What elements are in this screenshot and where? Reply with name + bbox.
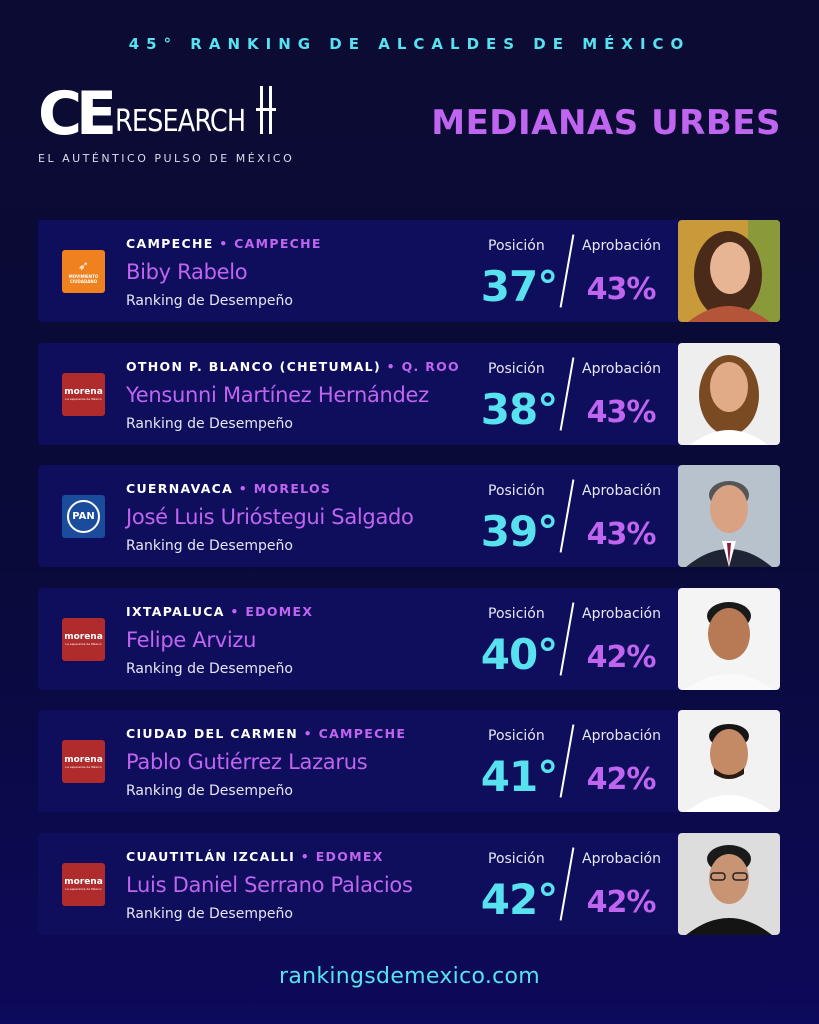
approval-value: 42% <box>586 639 657 675</box>
city-name: OTHON P. BLANCO (CHETUMAL) <box>126 358 381 374</box>
ranking-title: 45° RANKING DE ALCALDES DE MÉXICO <box>128 35 691 53</box>
ranking-subtitle: Ranking de Desempeño <box>126 538 293 554</box>
position-value: 40° <box>480 629 558 679</box>
mayor-name: José Luis Urióstegui Salgado <box>126 505 414 529</box>
logo-hash-icon <box>256 86 276 134</box>
mayor-photo <box>678 587 780 690</box>
movimiento-ciudadano-logo-icon: ➶ MOVIMIENTO CIUDADANO <box>62 250 105 293</box>
position-value: 38° <box>480 384 558 434</box>
mayor-card: morena La esperanza de México OTHON P. B… <box>38 342 780 445</box>
city-name: CUAUTITLÁN IZCALLI <box>126 848 296 864</box>
mayor-card: morena La esperanza de México CUAUTITLÁN… <box>38 832 780 935</box>
ranking-subtitle: Ranking de Desempeño <box>126 660 293 677</box>
location: CUERNAVACA • MORELOS <box>126 481 332 496</box>
approval-label: Aprobación <box>582 605 661 622</box>
mayor-list: ➶ MOVIMIENTO CIUDADANO CAMPECHE • CAMPEC… <box>38 220 780 955</box>
website-url[interactable]: rankingsdemexico.com <box>278 964 541 989</box>
morena-logo-icon: morena La esperanza de México <box>62 372 105 416</box>
pan-logo-icon: PAN <box>62 495 105 538</box>
approval-value: 43% <box>586 517 657 552</box>
position-value: 37° <box>480 262 558 311</box>
approval-label: Aprobación <box>582 483 661 499</box>
morena-logo-icon: morena La esperanza de México <box>62 862 105 906</box>
city-name: CIUDAD DEL CARMEN <box>126 726 298 741</box>
state-name: MORELOS <box>253 481 332 496</box>
mayor-photo <box>678 465 780 567</box>
divider <box>559 356 575 431</box>
position-label: Posición <box>488 360 545 377</box>
position-label: Posición <box>488 238 545 254</box>
mayor-photo <box>678 342 780 445</box>
state-name: EDOMEX <box>315 848 384 864</box>
position-label: Posición <box>488 605 545 622</box>
divider <box>559 479 575 553</box>
state-name: Q. ROO <box>401 358 460 374</box>
mayor-photo <box>678 220 780 322</box>
state-name: CAMPECHE <box>234 236 322 251</box>
divider <box>559 234 575 308</box>
city-name: IXTAPALUCA <box>126 603 225 619</box>
section-title: MEDIANAS URBES <box>431 103 781 143</box>
approval-label: Aprobación <box>582 728 661 744</box>
ranking-subtitle: Ranking de Desempeño <box>126 905 293 922</box>
location: CUAUTITLÁN IZCALLI • EDOMEX <box>126 848 384 864</box>
mayor-photo <box>678 710 780 812</box>
ranking-subtitle: Ranking de Desempeño <box>126 783 293 799</box>
approval-label: Aprobación <box>582 850 661 867</box>
mayor-name: Felipe Arvizu <box>126 627 257 652</box>
position-label: Posición <box>488 850 545 867</box>
mayor-name: Luis Daniel Serrano Palacios <box>126 872 413 897</box>
position-value: 39° <box>480 507 558 556</box>
logo-tagline: EL AUTÉNTICO PULSO DE MÉXICO <box>38 152 295 165</box>
state-name: CAMPECHE <box>318 726 407 741</box>
city-name: CAMPECHE <box>126 236 214 251</box>
position-value: 41° <box>480 752 558 801</box>
morena-logo-icon: morena La esperanza de México <box>62 740 105 783</box>
approval-label: Aprobación <box>582 360 661 377</box>
approval-value: 42% <box>586 884 657 920</box>
mayor-name: Biby Rabelo <box>126 260 248 284</box>
logo-ce-text: CE <box>38 79 117 149</box>
mayor-name: Yensunni Martínez Hernández <box>126 382 429 407</box>
approval-value: 42% <box>586 762 657 797</box>
mayor-card: PAN CUERNAVACA • MORELOS José Luis Uriós… <box>38 465 780 567</box>
divider <box>559 724 575 798</box>
mayor-card: morena La esperanza de México IXTAPALUCA… <box>38 587 780 690</box>
location: CAMPECHE • CAMPECHE <box>126 236 322 251</box>
location: CIUDAD DEL CARMEN • CAMPECHE <box>126 726 407 741</box>
mayor-name: Pablo Gutiérrez Lazarus <box>126 750 368 774</box>
ranking-subtitle: Ranking de Desempeño <box>126 415 293 432</box>
logo-research-text: RESEARCH <box>115 104 246 139</box>
approval-value: 43% <box>586 272 657 307</box>
ce-research-logo: CE RESEARCH EL AUTÉNTICO PULSO DE MÉXICO <box>38 82 294 165</box>
position-label: Posición <box>488 728 545 744</box>
approval-value: 43% <box>586 394 657 430</box>
city-name: CUERNAVACA <box>126 481 234 496</box>
position-label: Posición <box>488 483 545 499</box>
approval-label: Aprobación <box>582 238 661 254</box>
state-name: EDOMEX <box>245 603 314 619</box>
divider <box>559 846 575 921</box>
mayor-photo <box>678 832 780 935</box>
location: OTHON P. BLANCO (CHETUMAL) • Q. ROO <box>126 358 460 374</box>
mayor-card: ➶ MOVIMIENTO CIUDADANO CAMPECHE • CAMPEC… <box>38 220 780 322</box>
ranking-subtitle: Ranking de Desempeño <box>126 293 293 309</box>
mayor-card: morena La esperanza de México CIUDAD DEL… <box>38 710 780 812</box>
position-value: 42° <box>480 874 558 924</box>
location: IXTAPALUCA • EDOMEX <box>126 603 314 619</box>
morena-logo-icon: morena La esperanza de México <box>62 617 105 661</box>
divider <box>559 601 575 676</box>
